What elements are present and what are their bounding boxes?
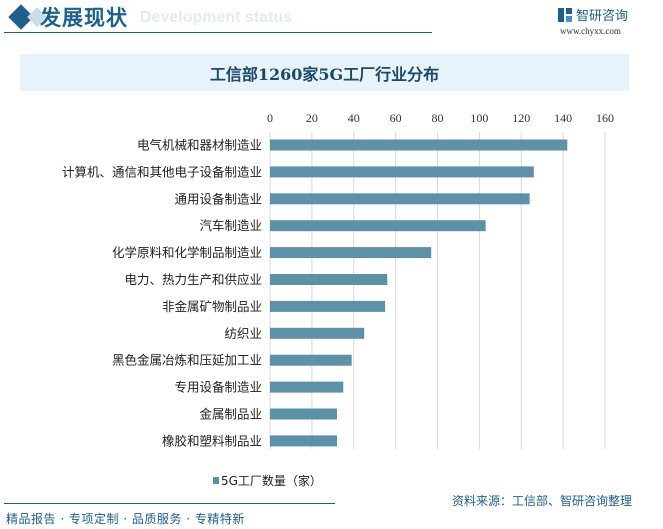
- category-label: 橡胶和塑料制品业: [162, 433, 262, 448]
- x-tick-label: 120: [512, 111, 530, 125]
- chart-title-banner: 工信部1260家5G工厂行业分布: [20, 54, 629, 91]
- category-label: 电气机械和器材制造业: [137, 138, 262, 153]
- x-tick-label: 140: [554, 111, 572, 125]
- legend-swatch: [213, 477, 219, 484]
- footer-divider: [4, 503, 335, 504]
- bar: [270, 220, 486, 232]
- category-label: 黑色金属冶炼和压延加工业: [112, 353, 262, 368]
- x-tick-label: 160: [596, 111, 614, 125]
- bar: [270, 166, 534, 178]
- bar: [270, 408, 337, 420]
- bar: [270, 354, 352, 366]
- x-tick-label: 40: [348, 111, 360, 125]
- category-label: 计算机、通信和其他电子设备制造业: [62, 164, 262, 179]
- bar: [270, 193, 530, 205]
- x-tick-label: 60: [390, 111, 402, 125]
- category-label: 非金属矿物制品业: [162, 299, 262, 314]
- bar: [270, 327, 365, 339]
- brand-url: www.chyxx.com: [560, 26, 621, 36]
- bar: [270, 139, 568, 151]
- bar: [270, 274, 388, 285]
- x-tick-label: 100: [470, 111, 488, 125]
- brand-logo-icon: [558, 7, 572, 22]
- category-label: 化学原料和化学制品制造业: [112, 245, 262, 260]
- bar: [270, 381, 344, 393]
- category-label: 专用设备制造业: [174, 380, 262, 395]
- category-label: 电力、热力生产和供应业: [124, 272, 262, 287]
- source-note: 资料来源：工信部、智研咨询整理: [452, 494, 633, 508]
- brand-logo: 智研咨询: [558, 5, 628, 24]
- section-title: 发展现状: [40, 6, 128, 30]
- category-label: 金属制品业: [199, 407, 262, 422]
- x-tick-label: 80: [432, 111, 444, 125]
- chart-legend: 5G工厂数量（家）: [213, 472, 322, 489]
- category-label: 汽车制造业: [199, 218, 262, 233]
- category-label: 纺织业: [224, 326, 262, 341]
- legend-label: 5G工厂数量（家）: [221, 474, 322, 488]
- x-tick-label: 20: [306, 111, 318, 125]
- category-label: 通用设备制造业: [174, 191, 262, 206]
- section-subtitle: Development status: [140, 9, 293, 26]
- header-divider: [4, 32, 432, 33]
- brand-name: 智研咨询: [576, 9, 629, 24]
- chart-title: 工信部1260家5G工厂行业分布: [209, 64, 440, 84]
- bar: [270, 247, 432, 259]
- x-tick-label: 0: [267, 111, 273, 125]
- bar: [270, 300, 386, 312]
- footer-slogan: 精品报告 · 专项定制 · 品质服务 · 专精特新: [6, 512, 245, 526]
- bar: [270, 435, 337, 447]
